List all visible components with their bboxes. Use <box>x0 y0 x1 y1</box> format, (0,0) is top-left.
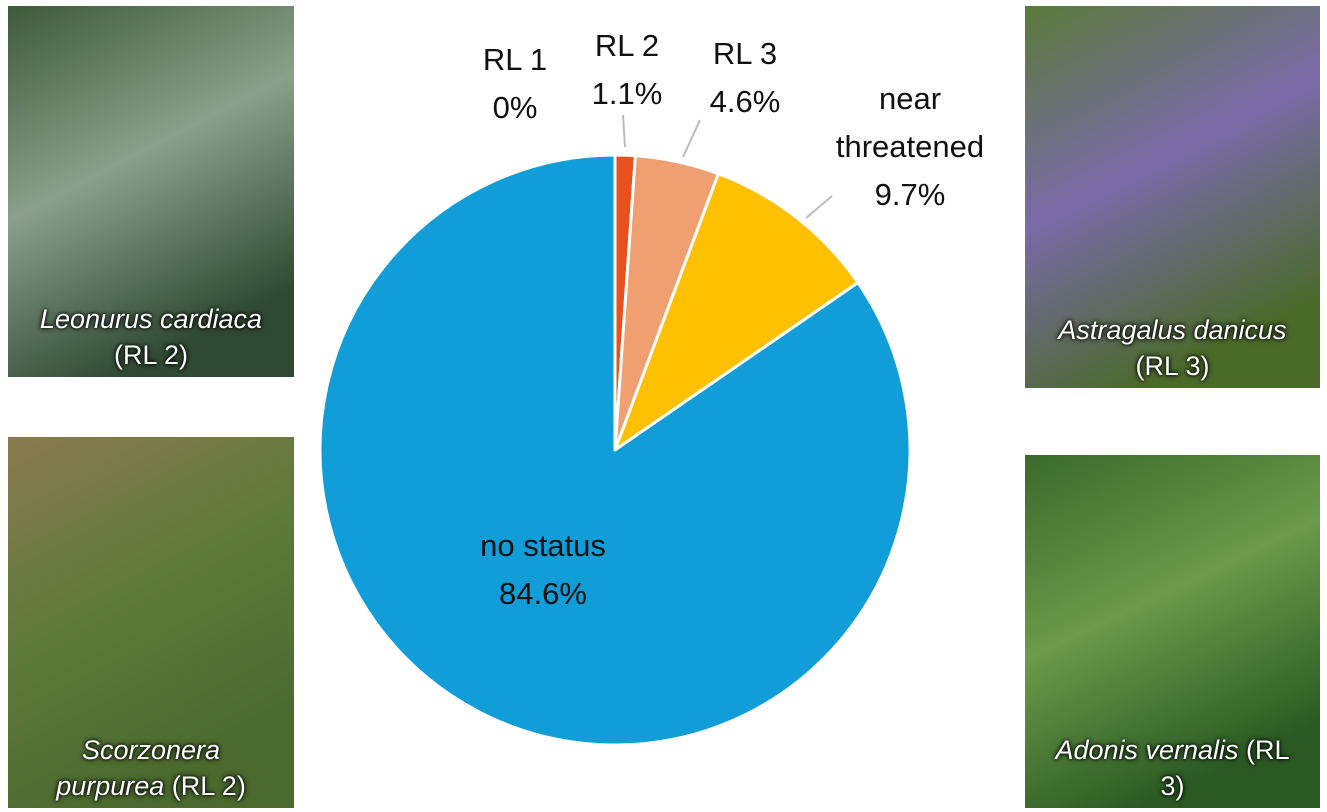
slice-label: RL 1 0% <box>455 36 575 132</box>
category-name: near threatened <box>835 81 985 164</box>
slice-label: near threatened 9.7% <box>810 75 1010 219</box>
photo <box>8 437 294 808</box>
species-name: Scorzonera purpurea <box>56 735 221 801</box>
photo-frame: Leonurus cardiaca (RL 2) <box>8 6 294 377</box>
status: (RL 2) <box>113 340 188 370</box>
slice-label: no status 84.6% <box>433 522 653 618</box>
pie-slice <box>613 172 860 452</box>
leader-line <box>622 114 626 148</box>
photo <box>1025 455 1320 808</box>
status: (RL 2) <box>171 771 246 801</box>
category-name: RL 2 <box>594 28 660 63</box>
category-name: RL 1 <box>482 42 548 77</box>
leader-line <box>805 195 833 219</box>
value-label: 84.6% <box>499 576 587 611</box>
value-label: 0% <box>492 90 538 125</box>
photo-caption: Astragalus danicus (RL 3) <box>1025 312 1320 384</box>
photo-caption: Leonurus cardiaca (RL 2) <box>8 301 294 373</box>
species-name: Adonis vernalis <box>1055 735 1239 765</box>
value-label: 1.1% <box>591 76 663 111</box>
species-name: Astragalus danicus <box>1058 315 1287 345</box>
status: (RL 3) <box>1160 735 1290 801</box>
status: (RL 3) <box>1135 351 1210 381</box>
category-name: RL 3 <box>712 36 778 71</box>
photo <box>1025 6 1320 388</box>
value-label: 9.7% <box>874 177 946 212</box>
photo-caption: Adonis vernalis (RL 3) <box>1025 732 1320 804</box>
slice-label: RL 3 4.6% <box>685 30 805 126</box>
photo-frame: Astragalus danicus (RL 3) <box>1025 6 1320 388</box>
photo-frame: Adonis vernalis (RL 3) <box>1025 455 1320 808</box>
slice-label: RL 2 1.1% <box>567 22 687 118</box>
value-label: 4.6% <box>709 84 781 119</box>
photo-frame: Scorzonera purpurea (RL 2) <box>8 437 294 808</box>
pie-slice <box>318 153 912 747</box>
photo <box>8 6 294 377</box>
category-name: no status <box>480 528 606 563</box>
photo-caption: Scorzonera purpurea (RL 2) <box>8 732 294 804</box>
leader-line <box>682 119 701 158</box>
species-name: Leonurus cardiaca <box>39 304 263 334</box>
